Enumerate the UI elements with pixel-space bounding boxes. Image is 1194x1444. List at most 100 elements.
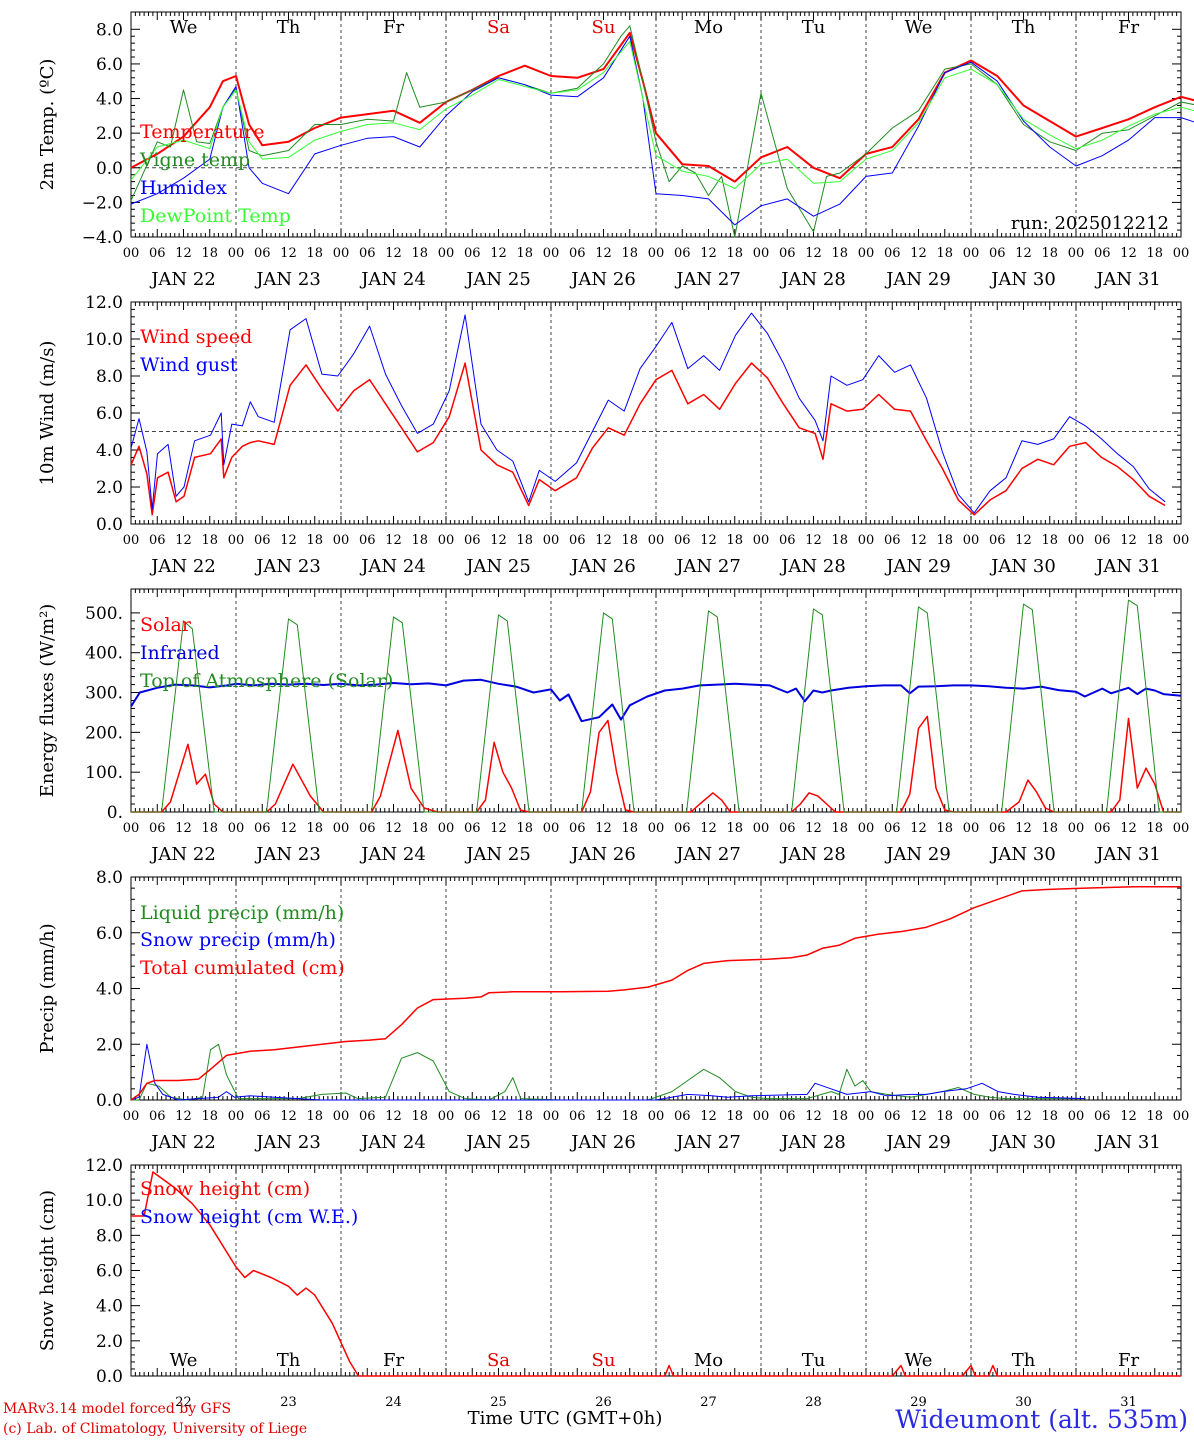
- weekday-label: Fr: [1118, 17, 1139, 38]
- hour-label: 06: [1094, 246, 1111, 261]
- date-label: JAN 29: [884, 844, 951, 865]
- y-tick-label: 12.0: [85, 293, 123, 313]
- date-label: JAN 27: [674, 556, 741, 577]
- hour-label: 18: [621, 821, 638, 836]
- hour-label: 12: [910, 1109, 927, 1124]
- legend-entry: Wind gust: [140, 354, 238, 376]
- date-label: JAN 30: [989, 556, 1056, 577]
- hour-label: 18: [936, 533, 953, 548]
- hour-label: 18: [1041, 533, 1058, 548]
- date-label: JAN 26: [569, 556, 636, 577]
- day-number-label: 23: [280, 1395, 297, 1410]
- hour-label: 18: [726, 821, 743, 836]
- hour-label: 18: [936, 1109, 953, 1124]
- hour-label: 06: [989, 533, 1006, 548]
- hour-label: 12: [280, 533, 297, 548]
- hour-label: 12: [490, 821, 507, 836]
- hour-label: 18: [831, 533, 848, 548]
- y-tick-label: 2.0: [96, 1035, 123, 1055]
- hour-label: 00: [753, 821, 770, 836]
- y-tick-label: 0.0: [96, 1367, 123, 1387]
- date-label: JAN 23: [254, 1132, 321, 1153]
- hour-label: 18: [306, 246, 323, 261]
- hour-label: 18: [201, 821, 218, 836]
- hour-label: 06: [779, 1109, 796, 1124]
- hour-label: 00: [123, 533, 140, 548]
- date-label: JAN 23: [254, 556, 321, 577]
- y-tick-label: 2.0: [96, 124, 123, 144]
- hour-label: 12: [595, 533, 612, 548]
- legend-entry: Snow height (cm W.E.): [140, 1206, 358, 1228]
- hour-label: 12: [1015, 246, 1032, 261]
- legend-entry: Humidex: [140, 177, 227, 199]
- hour-label: 06: [884, 246, 901, 261]
- hour-label: 06: [149, 1109, 166, 1124]
- hour-label: 12: [490, 533, 507, 548]
- hour-label: 12: [1120, 1109, 1137, 1124]
- hour-label: 18: [1041, 1109, 1058, 1124]
- y-tick-label: 4.0: [96, 441, 123, 461]
- hour-label: 00: [1173, 1109, 1190, 1124]
- hour-label: 18: [621, 533, 638, 548]
- hour-label: 06: [779, 821, 796, 836]
- date-label: JAN 22: [149, 844, 216, 865]
- station-name: Wideumont (alt. 535m): [895, 1405, 1188, 1434]
- hour-label: 18: [1146, 1109, 1163, 1124]
- hour-label: 12: [1120, 533, 1137, 548]
- y-tick-label: −2.0: [82, 193, 123, 213]
- hour-label: 00: [1068, 1109, 1085, 1124]
- hour-label: 06: [464, 1109, 481, 1124]
- weekday-label: We: [905, 1350, 933, 1371]
- hour-label: 06: [464, 533, 481, 548]
- date-label: JAN 23: [254, 844, 321, 865]
- hour-label: 06: [884, 821, 901, 836]
- hour-label: 00: [123, 821, 140, 836]
- hour-label: 00: [333, 533, 350, 548]
- hour-label: 18: [516, 533, 533, 548]
- hour-label: 18: [831, 1109, 848, 1124]
- hour-label: 00: [753, 1109, 770, 1124]
- hour-label: 12: [595, 246, 612, 261]
- date-label: JAN 25: [464, 556, 531, 577]
- hour-label: 12: [1015, 821, 1032, 836]
- hour-label: 12: [490, 246, 507, 261]
- legend-entry: Liquid precip (mm/h): [140, 902, 344, 924]
- hour-label: 00: [543, 246, 560, 261]
- hour-label: 18: [306, 821, 323, 836]
- hour-label: 18: [516, 246, 533, 261]
- hour-label: 12: [280, 821, 297, 836]
- legend-entry: Total cumulated (cm): [140, 957, 345, 979]
- weekday-label: Fr: [1118, 1350, 1139, 1371]
- hour-label: 06: [1094, 533, 1111, 548]
- hour-label: 06: [674, 821, 691, 836]
- date-label: JAN 27: [674, 844, 741, 865]
- hour-label: 12: [175, 246, 192, 261]
- series-line: [130, 35, 1194, 226]
- hour-label: 06: [569, 821, 586, 836]
- hour-label: 00: [963, 246, 980, 261]
- hour-label: 18: [726, 246, 743, 261]
- hour-label: 12: [700, 246, 717, 261]
- legend-entry: Top of Atmosphere (Solar): [140, 670, 393, 692]
- y-tick-label: 0.0: [96, 1091, 123, 1111]
- hour-label: 12: [385, 1109, 402, 1124]
- lab-credit: (c) Lab. of Climatology, University of L…: [3, 1421, 307, 1437]
- y-tick-label: 8.0: [96, 1226, 123, 1246]
- y-axis-label: 2m Temp. (ºC): [37, 59, 58, 191]
- weekday-label: Th: [1012, 1350, 1036, 1371]
- hour-label: 00: [753, 246, 770, 261]
- hour-label: 06: [884, 1109, 901, 1124]
- hour-label: 00: [228, 246, 245, 261]
- hour-label: 12: [175, 533, 192, 548]
- y-axis-label: Precip (mm/h): [37, 923, 58, 1053]
- legend-entry: Vigne temp: [139, 149, 250, 171]
- hour-label: 06: [989, 246, 1006, 261]
- hour-label: 12: [490, 1109, 507, 1124]
- date-label: JAN 27: [674, 1132, 741, 1153]
- hour-label: 06: [464, 821, 481, 836]
- hour-label: 18: [201, 246, 218, 261]
- hour-label: 06: [254, 821, 271, 836]
- day-number-label: 27: [700, 1395, 717, 1410]
- hour-label: 12: [910, 821, 927, 836]
